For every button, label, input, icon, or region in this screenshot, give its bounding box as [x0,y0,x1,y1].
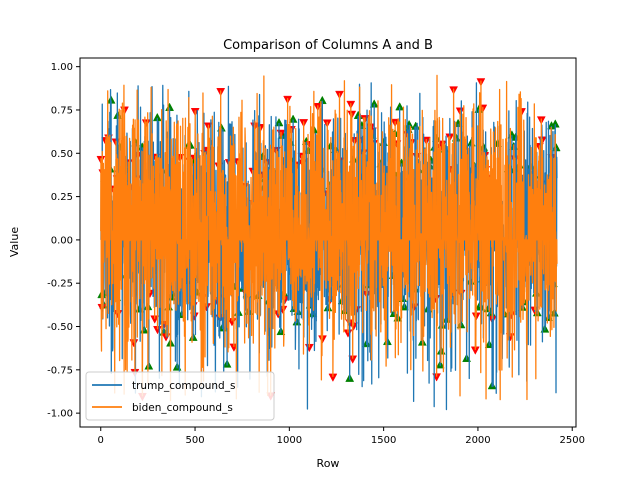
legend-label-biden: biden_compound_s [132,402,233,414]
x-axis: 0 500 1000 1500 2000 2500 [98,427,585,446]
plot-frame [79,57,577,428]
legend: trump_compound_s biden_compound_s [85,371,275,421]
y-axis: -1.00 -0.75 -0.50 -0.25 0.00 0.25 0.50 0.75 1.00 [47,62,80,420]
y-axis-label: Value [8,227,21,257]
y-tick-label: -0.25 [47,279,73,290]
x-tick-label: 1000 [277,435,302,446]
x-tick-label: 0 [98,435,104,446]
x-tick-label: 500 [185,435,204,446]
y-tick-label: -1.00 [47,409,73,420]
y-tick-label: 1.00 [51,62,73,73]
x-tick-label: 2500 [560,435,585,446]
legend-box [85,371,275,421]
series-line-biden [100,74,558,402]
x-tick-label: 1500 [371,435,396,446]
y-tick-label: -0.50 [47,322,73,333]
x-tick-label: 2000 [465,435,490,446]
legend-label-trump: trump_compound_s [132,380,235,392]
y-tick-label: 0.50 [51,149,73,160]
x-axis-label: Row [317,457,340,470]
y-tick-label: 0.25 [51,192,73,203]
chart-title: Comparison of Columns A and B [223,38,433,53]
y-tick-label: 0.00 [51,235,73,246]
y-tick-label: -0.75 [47,365,73,376]
y-tick-label: 0.75 [51,105,73,116]
